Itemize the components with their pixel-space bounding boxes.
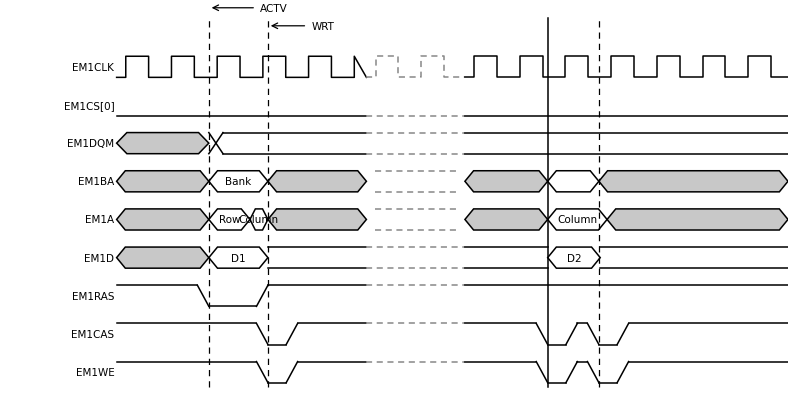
Polygon shape (268, 171, 366, 192)
Text: Bank: Bank (225, 177, 251, 187)
Polygon shape (117, 133, 209, 154)
Polygon shape (117, 209, 209, 230)
Text: EM1DQM: EM1DQM (67, 139, 114, 149)
Text: EM1CLK: EM1CLK (72, 63, 114, 72)
Text: EM1WE: EM1WE (76, 367, 114, 377)
Text: WRT: WRT (311, 22, 334, 32)
Text: EM1D: EM1D (84, 253, 114, 263)
Polygon shape (465, 209, 548, 230)
Polygon shape (209, 171, 268, 192)
Text: D1: D1 (231, 253, 246, 263)
Polygon shape (548, 171, 599, 192)
Text: EM1CAS: EM1CAS (71, 329, 114, 339)
Polygon shape (209, 247, 268, 269)
Text: ACTV: ACTV (260, 4, 288, 14)
Polygon shape (465, 171, 548, 192)
Polygon shape (117, 171, 209, 192)
Polygon shape (117, 247, 209, 269)
Text: Column: Column (239, 215, 279, 225)
Text: EM1CS[0]: EM1CS[0] (64, 101, 114, 111)
Text: Row: Row (218, 215, 240, 225)
Polygon shape (548, 247, 600, 269)
Polygon shape (607, 209, 788, 230)
Polygon shape (268, 209, 366, 230)
Text: EM1RAS: EM1RAS (72, 291, 114, 301)
Polygon shape (548, 209, 607, 230)
Text: EM1A: EM1A (85, 215, 114, 225)
Text: Column: Column (557, 215, 597, 225)
Text: D2: D2 (567, 253, 582, 263)
Polygon shape (209, 209, 250, 230)
Polygon shape (599, 171, 788, 192)
Polygon shape (250, 209, 268, 230)
Text: EM1BA: EM1BA (78, 177, 114, 187)
